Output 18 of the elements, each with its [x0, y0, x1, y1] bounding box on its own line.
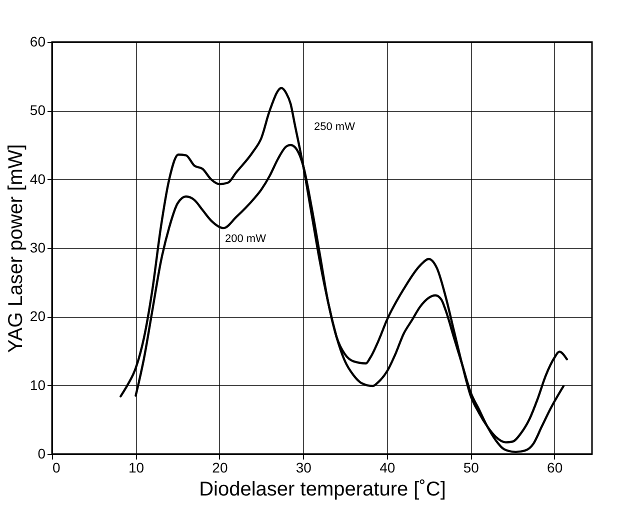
y-tick-label: 50 [30, 102, 46, 118]
y-tick-label: 10 [30, 376, 46, 393]
x-tick-label: 20 [212, 460, 228, 476]
y-tick-label: 40 [30, 170, 46, 187]
y-tick-label: 0 [38, 446, 46, 462]
x-tick-label: 30 [296, 460, 312, 476]
x-axis-title: Diodelaser temperature [˚C] [199, 478, 446, 500]
x-tick-label: 10 [128, 460, 144, 476]
x-tick-label: 0 [52, 460, 60, 476]
x-tick-label: 60 [547, 460, 563, 476]
x-tick-label: 40 [380, 460, 396, 476]
annotation: 250 mW [314, 121, 356, 133]
y-axis-title: YAG Laser power [mW] [4, 144, 27, 353]
annotation: 200 mW [225, 233, 267, 245]
x-tick-label: 50 [463, 460, 480, 476]
y-tick-label: 60 [30, 34, 46, 50]
y-tick-label: 30 [30, 240, 46, 256]
y-tick-label: 20 [30, 308, 46, 324]
